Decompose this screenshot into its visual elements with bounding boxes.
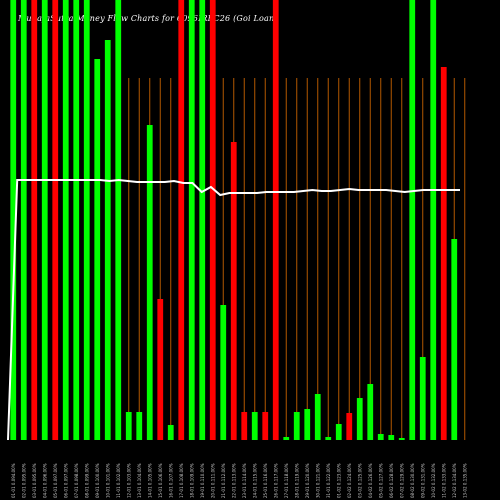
bar: [262, 412, 269, 440]
x-tick-label: 18-01 0.109.00%: [189, 463, 194, 498]
x-tick-label: 01-01 0.094.00%: [11, 463, 16, 498]
x-tick-label: 27-01 0.118.00%: [284, 463, 289, 498]
bar: [157, 299, 164, 440]
x-tick-label: 24-01 0.115.00%: [252, 463, 257, 498]
bar: [73, 0, 80, 440]
bar: [251, 412, 258, 440]
x-tick-label: 03-02 0.125.00%: [357, 463, 362, 498]
bar: [220, 305, 227, 440]
bar: [356, 398, 363, 440]
bar: [230, 142, 237, 440]
x-tick-label: 15-01 0.106.00%: [158, 463, 163, 498]
bar: [199, 0, 206, 440]
x-tick-label: 08-02 0.130.00%: [410, 463, 415, 498]
bar: [293, 412, 300, 440]
bar: [325, 437, 332, 440]
bar: [304, 409, 311, 440]
bar: [94, 59, 101, 440]
x-tick-label: 04-01 0.096.00%: [42, 463, 47, 498]
x-tick-label: 19-01 0.110.00%: [200, 463, 205, 498]
bar: [314, 394, 321, 440]
bar: [136, 412, 143, 440]
x-tick-label: 06-02 0.128.00%: [389, 463, 394, 498]
bar: [10, 0, 17, 440]
x-tick-label: 05-02 0.127.00%: [378, 463, 383, 498]
chart-title: MunafaSutra Money Flow Charts for 6096IR…: [18, 14, 275, 23]
bar: [241, 412, 248, 440]
price-line: [7, 178, 460, 441]
bar: [104, 40, 111, 440]
x-tick-label: 06-01 0.097.00%: [63, 463, 68, 498]
x-tick-label: 04-02 0.126.00%: [368, 463, 373, 498]
x-tick-label: 14-01 0.105.00%: [147, 463, 152, 498]
bar: [419, 357, 426, 440]
bar: [346, 413, 353, 440]
x-tick-label: 11-01 0.102.00%: [116, 463, 121, 498]
bar: [377, 434, 384, 440]
x-tick-label: 09-02 0.131.00%: [420, 463, 425, 498]
x-tick-label: 21-01 0.112.00%: [221, 463, 226, 498]
x-tick-label: 02-02 0.124.00%: [347, 463, 352, 498]
x-tick-label: 07-02 0.129.00%: [399, 463, 404, 498]
bar: [62, 0, 69, 440]
x-tick-label: 09-01 0.100.00%: [95, 463, 100, 498]
x-tick-label: 02-01 0.095.00%: [21, 463, 26, 498]
x-tick-label: 12-01 0.103.00%: [126, 463, 131, 498]
bar: [125, 412, 132, 440]
x-tick-label: 13-02 0.135.00%: [462, 463, 467, 498]
bar: [115, 0, 122, 440]
bar: [167, 425, 174, 440]
bar: [398, 438, 405, 440]
bar: [146, 125, 153, 440]
bar: [335, 424, 342, 440]
x-tick-label: 01-02 0.123.00%: [336, 463, 341, 498]
bar: [367, 384, 374, 440]
x-tick-label: 17-01 0.108.00%: [179, 463, 184, 498]
bar: [283, 437, 290, 440]
bar: [52, 0, 59, 440]
bar: [388, 435, 395, 440]
bar: [20, 0, 27, 440]
x-tick-label: 22-01 0.113.00%: [231, 463, 236, 498]
bar: [83, 0, 90, 440]
bar: [178, 0, 185, 440]
bar: [272, 0, 279, 440]
x-tick-label: 11-02 0.133.00%: [441, 463, 446, 498]
x-tick-label: 05-01 0.097.00%: [53, 463, 58, 498]
x-tick-label: 12-02 0.134.00%: [452, 463, 457, 498]
bar: [41, 0, 48, 440]
bar: [209, 0, 216, 440]
bar: [451, 239, 458, 440]
x-tick-label: 28-01 0.119.00%: [294, 463, 299, 498]
x-tick-label: 16-01 0.107.00%: [168, 463, 173, 498]
x-tick-label: 13-01 0.104.00%: [137, 463, 142, 498]
x-tick-label: 25-01 0.116.00%: [263, 463, 268, 498]
x-tick-label: 10-02 0.132.00%: [431, 463, 436, 498]
x-tick-label: 30-01 0.121.00%: [315, 463, 320, 498]
bar: [430, 0, 437, 440]
x-tick-label: 20-01 0.111.00%: [210, 463, 215, 498]
bar: [409, 0, 416, 440]
x-tick-label: 03-01 0.095.00%: [32, 463, 37, 498]
x-tick-label: 07-01 0.098.00%: [74, 463, 79, 498]
x-tick-label: 10-01 0.101.00%: [105, 463, 110, 498]
bar: [440, 67, 447, 440]
bar: [188, 0, 195, 440]
bar: [31, 0, 38, 440]
x-tick-label: 26-01 0.117.00%: [273, 463, 278, 498]
x-tick-label: 29-01 0.120.00%: [305, 463, 310, 498]
x-tick-label: 23-01 0.114.00%: [242, 463, 247, 498]
x-tick-label: 08-01 0.099.00%: [84, 463, 89, 498]
x-tick-label: 31-01 0.122.00%: [326, 463, 331, 498]
